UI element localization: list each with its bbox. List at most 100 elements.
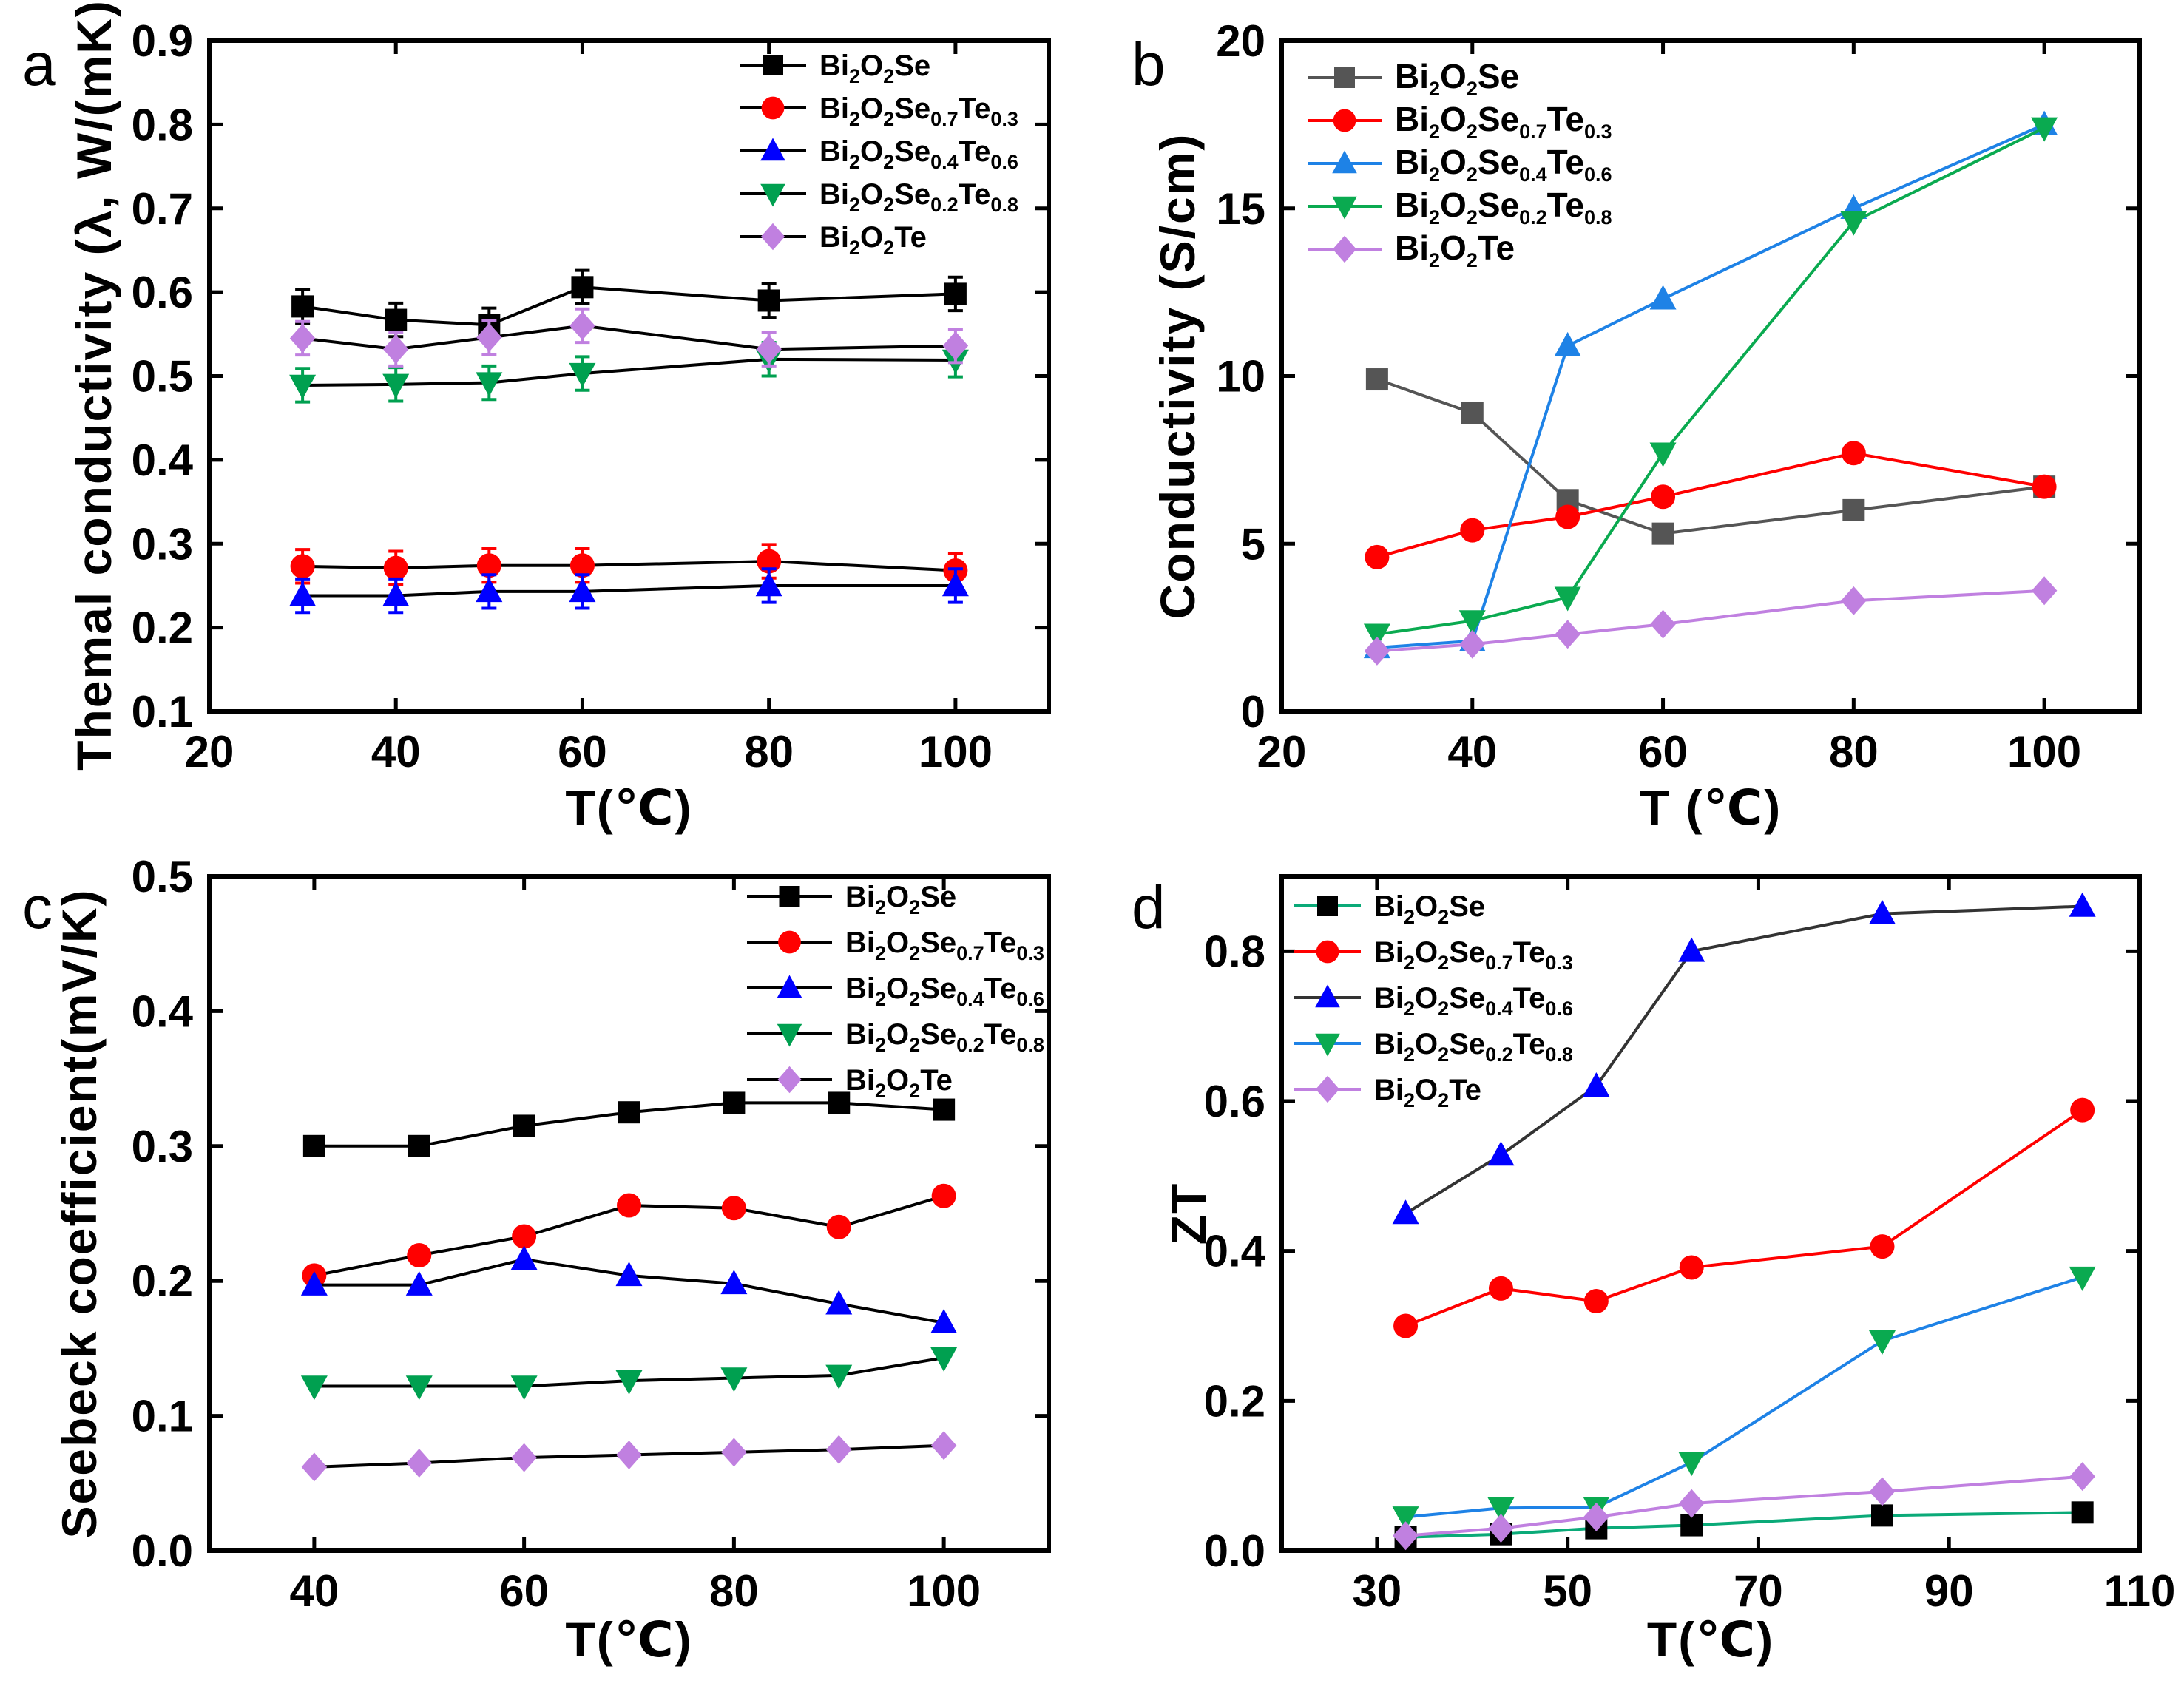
data-point [290, 554, 315, 579]
data-point [1555, 620, 1580, 649]
series-line [302, 324, 956, 351]
data-point [756, 334, 782, 364]
data-point [382, 373, 410, 399]
plot-frame [207, 874, 1051, 1553]
legend-marker [779, 886, 800, 907]
legend-marker [1333, 109, 1356, 132]
legend-marker [763, 55, 783, 75]
y-tick-label: 5 [1241, 519, 1265, 569]
legend-marker [760, 183, 785, 207]
legend-label: Bi2O2Se0.2Te0.8 [845, 1018, 1044, 1056]
y-tick-label: 0.0 [1204, 1526, 1265, 1576]
data-point [510, 1375, 538, 1401]
legend-marker [1315, 1033, 1340, 1057]
legend-marker [777, 1066, 802, 1094]
series-Bi2O2Te [289, 307, 969, 368]
data-point [1869, 899, 1896, 924]
x-tick-label: 20 [185, 727, 234, 776]
legend-entry: Bi2O2Se0.4Te0.6 [1294, 982, 1573, 1020]
y-tick-label: 0.8 [132, 100, 193, 149]
series-Bi2O2Se0.2Te0.8 [1392, 1266, 2096, 1531]
x-tick-label: 90 [1924, 1566, 1974, 1616]
data-point [1459, 629, 1486, 659]
panel-a: a20 40 60 80 1000.10.20.30.40.50.60.70.80.9T… [22, 0, 1051, 835]
x-tick-label: 20 [1257, 727, 1307, 776]
data-point [512, 1224, 537, 1249]
x-tick-label: 100 [919, 727, 993, 776]
series-Bi2O2Te [1393, 1462, 2095, 1551]
series-Bi2O2Te [1364, 576, 2058, 666]
series-Bi2O2Se0.4Te0.6 [300, 1245, 958, 1333]
data-point [1487, 1141, 1515, 1166]
y-tick-label: 0.1 [132, 687, 193, 737]
legend-entry: Bi2O2Se [1294, 890, 1485, 928]
data-point [720, 1270, 748, 1295]
data-point [930, 1308, 958, 1333]
data-point [1392, 1506, 1419, 1531]
data-point [615, 1370, 643, 1395]
data-point [2069, 1266, 2096, 1291]
data-point [289, 323, 316, 353]
legend-label: Bi2O2Se [1374, 890, 1485, 928]
legend-entry: Bi2O2Se0.4Te0.6 [1308, 143, 1612, 186]
y-tick-label: 0.6 [132, 268, 193, 317]
y-tick-label: 20 [1216, 16, 1265, 66]
data-point [1460, 518, 1485, 543]
legend-label: Bi2O2Se0.4Te0.6 [819, 135, 1018, 173]
series-Bi2O2Te [301, 1431, 957, 1482]
data-point [301, 1452, 328, 1482]
data-point [2071, 1501, 2094, 1524]
data-point [1840, 211, 1867, 236]
data-point [755, 572, 782, 597]
data-point [406, 1448, 432, 1478]
legend-label: Bi2O2Se0.7Te0.3 [819, 92, 1018, 130]
legend-entry: Bi2O2Se0.4Te0.6 [740, 135, 1018, 173]
data-point [1392, 1199, 1419, 1225]
x-tick-label: 100 [2007, 727, 2081, 776]
x-tick-label: 100 [907, 1566, 981, 1616]
data-point [944, 282, 967, 305]
legend-label: Bi2O2Se0.4Te0.6 [1374, 982, 1573, 1020]
y-axis-title: Conductivity (S/cm) [1150, 133, 1205, 620]
data-point [1488, 1514, 1514, 1543]
y-axis-title: Seebeck coefficient(mV/K) [52, 889, 107, 1539]
data-point [382, 581, 410, 606]
data-point [1458, 610, 1486, 635]
data-point [476, 322, 502, 352]
panel-d: d 30 50 70 90 110 0.0 0.2 0.4 0.6 0.8 T(℃) ZT Bi2O2Se… [1132, 874, 2175, 1667]
legend-entry: Bi2O2Se0.2Te0.8 [740, 178, 1018, 216]
panel-letter-b: b [1132, 31, 1166, 98]
series-line [1376, 451, 2045, 559]
data-point [289, 581, 317, 606]
data-point [405, 1270, 433, 1296]
data-point [616, 1440, 642, 1469]
data-point [2070, 1097, 2095, 1123]
data-point [1870, 1234, 1895, 1259]
legend-entry: Bi2O2Se0.7Te0.3 [1308, 100, 1612, 143]
data-point [510, 1245, 538, 1270]
series-Bi2O2Se0.2Te0.8 [300, 1347, 958, 1401]
legend-marker [1334, 67, 1355, 88]
data-point [511, 1443, 537, 1472]
legend-entry: Bi2O2Te [747, 1064, 953, 1102]
legend-label: Bi2O2Se [1395, 57, 1519, 100]
y-tick-label: 0.2 [132, 603, 193, 653]
legend-label: Bi2O2Se0.7Te0.3 [1395, 100, 1612, 143]
legend-entry: Bi2O2Se [740, 50, 930, 87]
data-point [569, 578, 596, 603]
data-point [941, 572, 969, 597]
data-point [617, 1193, 641, 1218]
x-tick-label: 60 [558, 727, 607, 776]
series-line [1376, 123, 2045, 649]
data-point [1583, 1289, 1609, 1314]
data-point [1871, 1504, 1893, 1527]
series-Bi2O2Se [302, 1091, 956, 1157]
data-point [1583, 1072, 1610, 1097]
data-point [407, 1243, 432, 1268]
series-line [1376, 378, 2045, 535]
series-Bi2O2Se0.7Te0.3 [1365, 441, 2057, 569]
data-point [382, 334, 409, 364]
data-point [300, 1270, 328, 1296]
